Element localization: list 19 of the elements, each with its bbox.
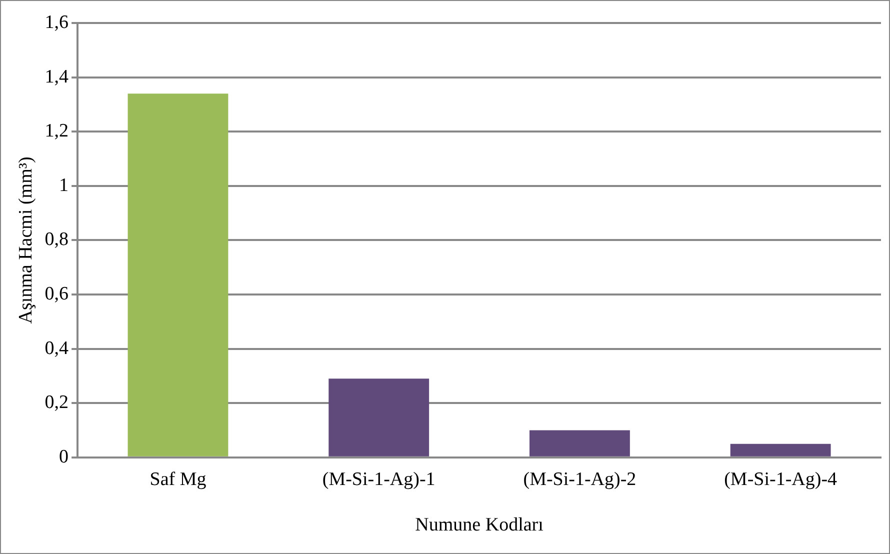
bar — [128, 94, 228, 456]
x-tick-label: (M-Si-1-Ag)-2 — [523, 468, 636, 490]
x-tick-label: (M-Si-1-Ag)-1 — [322, 468, 436, 490]
x-tick-label: (M-Si-1-Ag)-4 — [724, 468, 838, 490]
bar — [529, 430, 630, 456]
y-tick-label: 0,2 — [44, 392, 69, 414]
y-tick-label: 1,6 — [44, 12, 69, 33]
y-tick-label: 1 — [59, 174, 69, 196]
y-axis-title: Aşınma Hacmi (mm³) — [15, 156, 36, 324]
x-axis-title: Numune Kodları — [415, 514, 544, 536]
y-tick-label: 0,4 — [44, 338, 70, 359]
y-tick-label: 0,6 — [44, 283, 69, 304]
y-tick-label: 1,2 — [44, 120, 69, 142]
x-tick-label: Saf Mg — [150, 468, 207, 490]
bar — [328, 378, 430, 456]
y-tick-label: 1,4 — [44, 66, 70, 88]
y-tick-label: 0 — [59, 446, 69, 468]
y-tick-label: 0,8 — [44, 229, 69, 250]
bar — [730, 444, 831, 456]
